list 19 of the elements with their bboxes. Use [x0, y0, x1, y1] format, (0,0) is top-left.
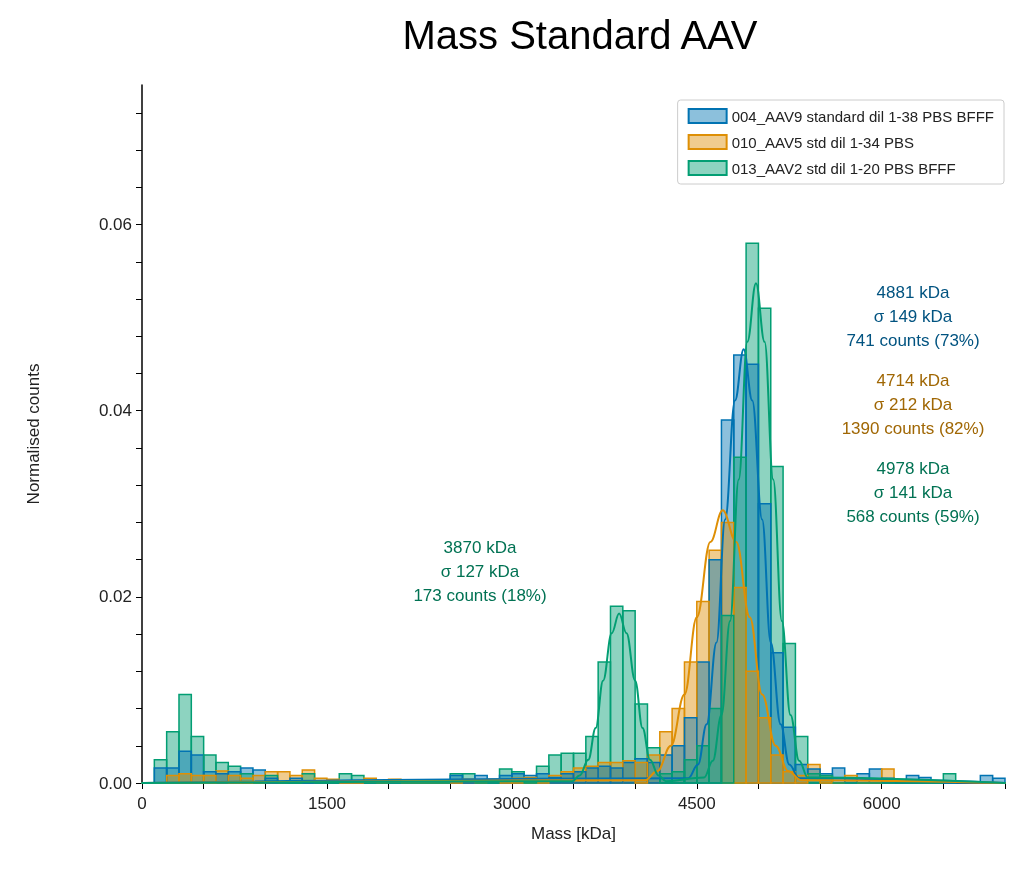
annotation: 3870 kDa σ 127 kDa 173 counts (18%)	[413, 537, 547, 605]
y-tick-label: 0.02	[98, 587, 132, 607]
x-tick-label: 6000	[862, 794, 901, 813]
legend-label: 004_AAV9 standard dil 1-38 PBS BFFF	[731, 107, 995, 125]
x-axis-title: Mass [kDa]	[530, 824, 617, 843]
legend-label: 013_AAV2 std dil 1-20 PBS BFFF	[731, 159, 956, 177]
annotation: 4714 kDa σ 212 kDa 1390 counts (82%)	[841, 370, 985, 438]
x-tick-label: 1500	[308, 794, 346, 813]
y-tick-label: 0.04	[98, 401, 132, 421]
y-axis-title: Normalised counts	[24, 363, 43, 505]
y-tick-label: 0.06	[98, 215, 132, 235]
y-tick-label: 0.00	[98, 773, 132, 793]
chart-title: Mass Standard AAV	[402, 13, 758, 57]
x-tick-label: 0	[137, 794, 147, 813]
annotation: 4978 kDa σ 141 kDa 568 counts (59%)	[846, 458, 980, 526]
x-tick-label: 4500	[677, 794, 716, 813]
legend-label: 010_AAV5 std dil 1-34 PBS	[731, 133, 914, 151]
annotation: 4881 kDa σ 149 kDa 741 counts (73%)	[846, 282, 980, 350]
x-tick-label: 3000	[492, 794, 531, 813]
